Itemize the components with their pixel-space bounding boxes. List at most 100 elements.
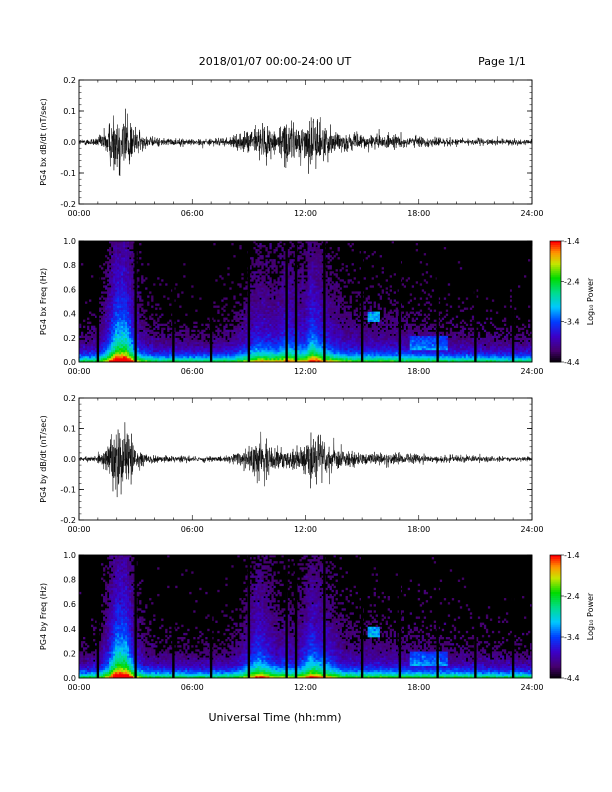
spectrogram-cell [297, 317, 300, 320]
spectrogram-cell [287, 297, 290, 300]
spectrogram-cell [117, 309, 120, 312]
spectrogram-cell [345, 301, 348, 304]
spectrogram-cell [281, 249, 284, 252]
spectrogram-cell [115, 303, 118, 306]
spectrogram-cell [185, 335, 188, 339]
spectrogram-cell [141, 351, 144, 355]
spectrogram-cell [103, 339, 106, 343]
spectrogram-cell [259, 327, 262, 331]
spectrogram-cell [307, 325, 310, 329]
spectrogram-cell [229, 323, 232, 326]
spectrogram-cell [115, 327, 118, 331]
spectrogram-cell [345, 333, 348, 337]
spectrogram-cell [113, 259, 116, 262]
spectrogram-cell [283, 253, 286, 256]
spectrogram-cell [327, 319, 330, 322]
spectrogram-cell [353, 331, 356, 335]
spectrogram-cell [223, 355, 226, 359]
spectrogram-cell [251, 311, 254, 314]
spectrogram-cell [117, 353, 120, 357]
spectrogram-cell [349, 245, 352, 248]
spectrogram-cell [105, 351, 108, 355]
spectrogram-cell [321, 297, 324, 300]
spectrogram-cell [243, 329, 246, 333]
spectrogram-cell [317, 289, 320, 292]
spectrogram-cell [145, 351, 148, 355]
spectrogram-cell [321, 241, 324, 244]
spectrogram-cell [345, 315, 348, 318]
spectrogram-cell [121, 247, 124, 250]
spectrogram-cell [355, 331, 358, 335]
spectrogram-cell [123, 357, 126, 361]
spectrogram-cell [79, 349, 82, 353]
spectrogram-cell [349, 323, 352, 326]
spectrogram-cell [299, 345, 302, 349]
spectrogram-cell [317, 259, 320, 262]
spectrogram-cell [325, 309, 328, 312]
spectrogram-cell [313, 295, 316, 298]
spectrogram-cell [291, 291, 294, 294]
spectrogram-cell [111, 267, 114, 270]
spectrogram-cell [269, 309, 272, 312]
spectrogram-cell [123, 337, 126, 341]
spectrogram-cell [289, 241, 292, 244]
spectrogram-cell [253, 263, 256, 266]
spectrogram-cell [349, 315, 352, 318]
spectrogram-cell [185, 329, 188, 333]
spectrogram-cell [321, 331, 324, 335]
spectrogram-cell [193, 351, 196, 355]
spectrogram-cell [139, 243, 142, 246]
spectrogram-cell [341, 343, 344, 347]
spectrogram-cell [223, 319, 226, 322]
spectrogram-cell [351, 359, 354, 363]
spectrogram-cell [347, 305, 350, 308]
spectrogram-cell [119, 289, 122, 292]
spectrogram-cell [109, 355, 112, 359]
spectrogram-cell [319, 319, 322, 322]
spectrogram-cell [287, 335, 290, 339]
spectrogram-cell [93, 341, 96, 345]
spectrogram-cell [329, 355, 332, 359]
spectrogram-cell [317, 265, 320, 268]
spectrogram-cell [353, 329, 356, 333]
spectrogram-cell [105, 317, 108, 320]
spectrogram-cell [301, 319, 304, 322]
spectrogram-cell [111, 315, 114, 318]
spectrogram-cell [277, 311, 280, 314]
spectrogram-cell [343, 323, 346, 326]
spectrogram-cell [329, 319, 332, 322]
spectrogram-cell [137, 347, 140, 351]
spectrogram-cell [127, 285, 130, 288]
spectrogram-cell [307, 327, 310, 331]
spectrogram-cell [133, 357, 136, 361]
spectrogram-cell [109, 321, 112, 324]
spectrogram-cell [279, 241, 282, 244]
spectrogram-cell [255, 295, 258, 298]
spectrogram-cell [101, 327, 104, 331]
spectrogram-cell [283, 335, 286, 339]
spectrogram-cell [297, 339, 300, 343]
spectrogram-cell [121, 281, 124, 284]
spectrogram-cell [111, 335, 114, 339]
spectrogram-cell [303, 345, 306, 349]
spectrogram-cell [105, 333, 108, 337]
spectrogram-cell [293, 297, 296, 300]
spectrogram-cell [121, 271, 124, 274]
spectrogram-cell [205, 359, 208, 363]
spectrogram-cell [301, 307, 304, 310]
spectrogram-cell [255, 339, 258, 343]
spectrogram-cell [311, 349, 314, 353]
spectrogram-cell [91, 349, 94, 353]
spectrogram-cell [149, 353, 152, 357]
spectrogram-cell [317, 273, 320, 276]
spectrogram-cell [297, 309, 300, 312]
spectrogram-cell [211, 345, 214, 349]
spectrogram-cell [355, 343, 358, 347]
spectrogram-cell [103, 271, 106, 274]
spectrogram-cell [277, 245, 280, 248]
spectrogram-cell [133, 325, 136, 329]
spectrogram-cell [257, 337, 260, 341]
spectrogram-cell [241, 329, 244, 333]
spectrogram-cell [321, 275, 324, 278]
spectrogram-cell [113, 305, 116, 308]
